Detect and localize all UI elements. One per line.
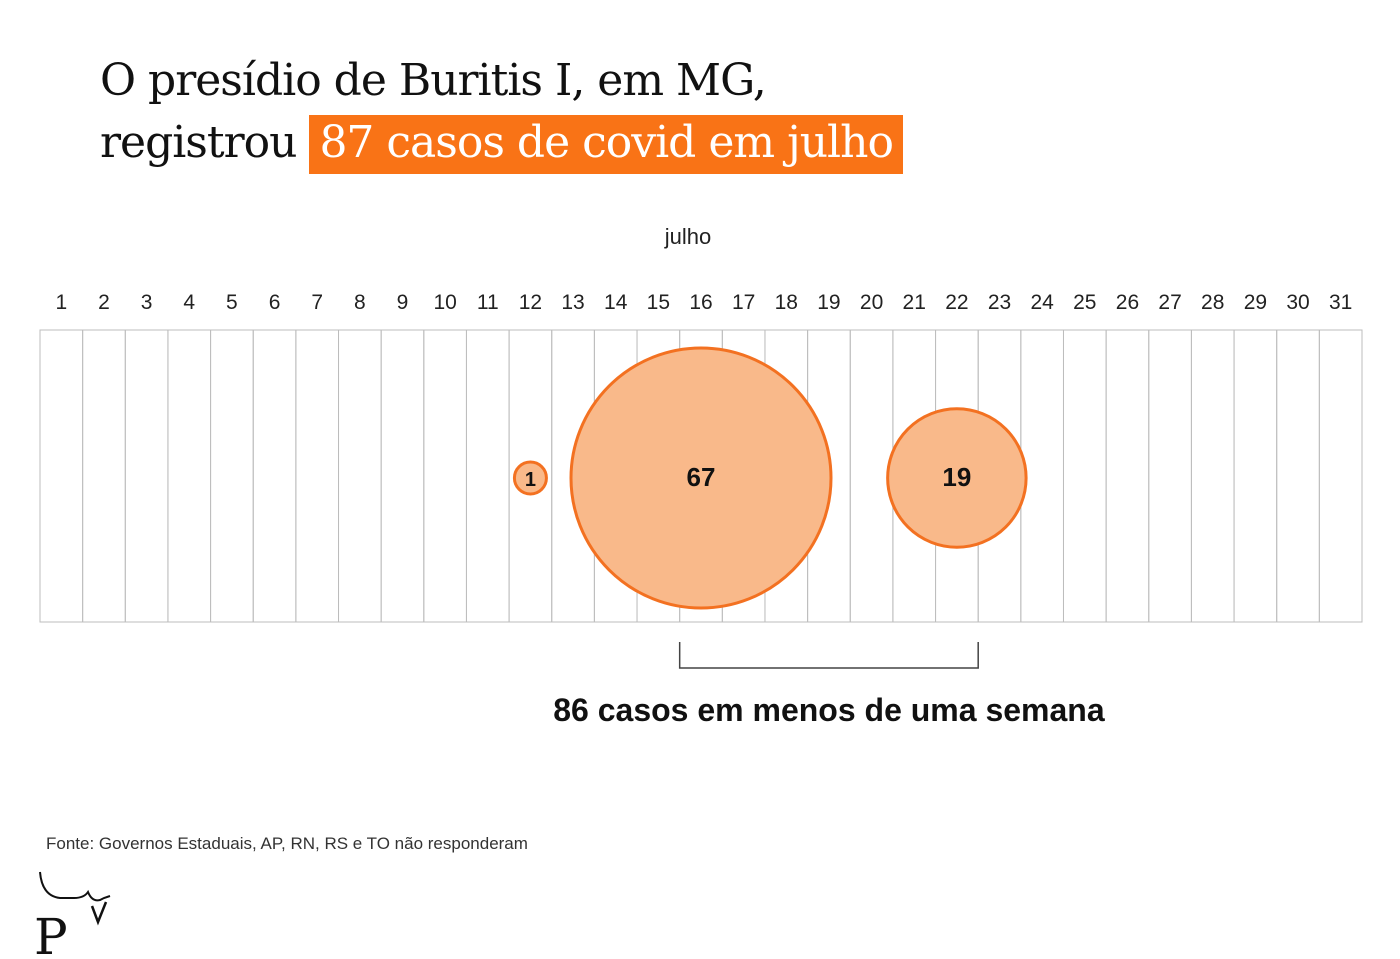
day-column	[1276, 329, 1320, 623]
day-column	[1148, 329, 1192, 623]
bracket-line	[678, 642, 979, 669]
day-label: 31	[1329, 291, 1352, 314]
day-label: 9	[397, 291, 409, 314]
day-label: 2	[98, 291, 110, 314]
day-column	[1190, 329, 1235, 623]
month-label: julho	[664, 224, 712, 249]
bubble-label: 19	[942, 462, 971, 492]
title-line-2-prefix: registrou	[100, 117, 297, 168]
bubbles: 1 67 19	[512, 346, 1028, 610]
day-column	[380, 329, 425, 623]
day-column	[124, 329, 169, 623]
day-label: 26	[1116, 291, 1139, 314]
day-label: 23	[988, 291, 1011, 314]
bracket-annotation: 86 casos em menos de uma semana	[553, 642, 1105, 728]
day-column	[465, 329, 510, 623]
day-label: 13	[561, 291, 584, 314]
bracket-label: 86 casos em menos de uma semana	[553, 692, 1105, 728]
chart-title: O presídio de Buritis I, em MG, registro…	[100, 50, 903, 174]
day-column	[338, 329, 382, 623]
day-label: 8	[354, 291, 366, 314]
day-label: 16	[689, 291, 712, 314]
day-column	[82, 329, 126, 623]
day-column	[1233, 329, 1278, 623]
day-labels: 1 2 3 4 5 6 7 8 9 10 11 12 13 14 15 16 17 18 19 20 21 22 23 24 2…	[55, 291, 1352, 314]
day-column	[1105, 329, 1150, 623]
day-label: 3	[141, 291, 153, 314]
day-label: 11	[477, 291, 499, 314]
svg-text:P: P	[34, 908, 68, 958]
day-label: 1	[55, 291, 67, 314]
day-label: 4	[183, 291, 195, 314]
day-label: 29	[1244, 291, 1267, 314]
day-label: 12	[519, 291, 542, 314]
day-column	[39, 329, 84, 623]
day-label: 14	[604, 291, 628, 314]
day-label: 7	[311, 291, 323, 314]
bubble-calendar-chart: 1 2 3 4 5 6 7 8 9 10 11 12 13 14 15 16 17 18 19 20 21 22 23 24 2…	[39, 291, 1363, 728]
day-label: 30	[1286, 291, 1309, 314]
bubble	[512, 460, 548, 496]
day-label: 20	[860, 291, 883, 314]
title-line-1: O presídio de Buritis I, em MG,	[100, 55, 767, 106]
day-label: 15	[647, 291, 670, 314]
day-label: 6	[269, 291, 281, 314]
day-column	[252, 329, 297, 623]
day-label: 22	[945, 291, 968, 314]
day-column	[1062, 329, 1107, 623]
bubble-label: 67	[687, 462, 716, 492]
day-label: 21	[903, 291, 926, 314]
day-label: 17	[732, 291, 755, 314]
day-label: 19	[817, 291, 840, 314]
bubble	[886, 407, 1028, 549]
day-label: 10	[433, 291, 456, 314]
day-column	[210, 329, 254, 623]
day-label: 5	[226, 291, 238, 314]
day-column	[423, 329, 467, 623]
source-note: Fonte: Governos Estaduais, AP, RN, RS e …	[46, 834, 528, 853]
day-column	[295, 329, 340, 623]
day-label: 18	[775, 291, 798, 314]
day-label: 25	[1073, 291, 1096, 314]
bubble-label: 1	[525, 469, 536, 491]
day-column	[1318, 329, 1363, 623]
day-label: 27	[1158, 291, 1181, 314]
day-label: 24	[1030, 291, 1054, 314]
bubble	[569, 346, 833, 610]
day-label: 28	[1201, 291, 1224, 314]
title-highlight: 87 casos de covid em julho	[309, 115, 903, 174]
publisher-logo-icon: P	[34, 871, 111, 958]
day-column	[167, 329, 212, 623]
